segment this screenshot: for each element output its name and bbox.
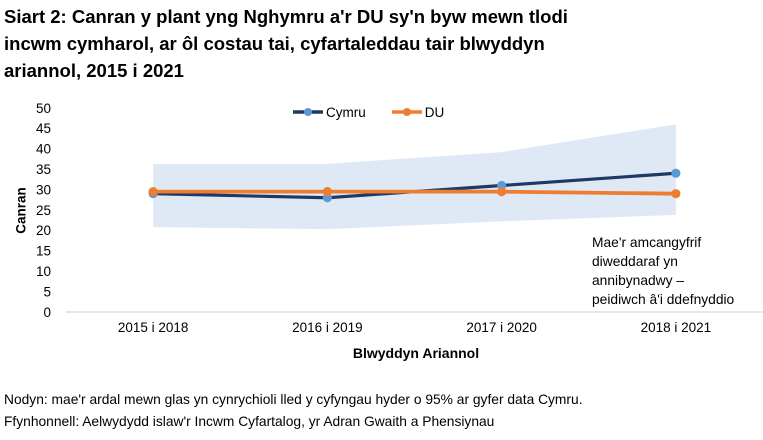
- y-tick-label: 5: [43, 284, 51, 299]
- y-tick-label: 40: [36, 142, 51, 157]
- annotation-line: annibynadwy –: [592, 273, 685, 288]
- x-tick-label: 2017 i 2020: [466, 320, 537, 335]
- annotation-line: peidiwch â'i ddefnyddio: [592, 292, 735, 307]
- confidence-band: [153, 124, 676, 230]
- y-tick-label: 0: [43, 305, 51, 320]
- y-tick-label: 50: [36, 101, 51, 116]
- legend-item-du: DU: [391, 104, 445, 120]
- legend-label: DU: [424, 104, 445, 120]
- x-tick-label: 2016 i 2019: [292, 320, 363, 335]
- series-line-du: [153, 189, 676, 196]
- x-tick-label: 2018 i 2021: [641, 320, 712, 335]
- note-text: Nodyn: mae'r ardal mewn glas yn cynrychi…: [4, 392, 583, 407]
- x-axis-title: Blwyddyn Ariannol: [352, 345, 480, 361]
- x-tick-label: 2015 i 2018: [118, 320, 189, 335]
- data-point-du: [322, 187, 332, 197]
- y-tick-label: 15: [36, 244, 51, 259]
- y-tick-label: 25: [36, 203, 51, 218]
- y-axis-title: Canran: [13, 187, 29, 234]
- chart-title-line: Siart 2: Canran y plant yng Nghymru a'r …: [4, 6, 568, 27]
- data-point-du: [497, 187, 507, 197]
- chart-title: Siart 2: Canran y plant yng Nghymru a'r …: [4, 3, 724, 84]
- y-tick-label: 10: [36, 264, 51, 279]
- legend-label: Cymru: [326, 104, 366, 120]
- legend: Cymru DU: [293, 103, 444, 121]
- data-point-cymru: [671, 168, 681, 178]
- footer-notes: Nodyn: mae'r ardal mewn glas yn cynrychi…: [4, 389, 759, 433]
- chart-title-line: incwm cymharol, ar ôl costau tai, cyfart…: [4, 33, 545, 54]
- y-tick-label: 45: [36, 121, 51, 136]
- data-point-du: [148, 187, 158, 197]
- y-tick-label: 20: [36, 223, 51, 238]
- legend-swatch-icon: [293, 108, 323, 116]
- data-point-du: [671, 189, 681, 199]
- source-text: Ffynhonnell: Aelwydydd islaw'r Incwm Cyf…: [4, 414, 495, 429]
- annotation-line: diweddaraf yn: [592, 254, 678, 269]
- y-tick-label: 35: [36, 162, 51, 177]
- legend-swatch-icon: [391, 108, 422, 116]
- annotation-line: Mae'r amcangyfrif: [592, 235, 702, 250]
- y-tick-label: 30: [36, 182, 51, 197]
- chart-title-line: ariannol, 2015 i 2021: [4, 60, 184, 81]
- unreliable-estimate-annotation: Mae'r amcangyfrif diweddaraf yn annibyna…: [592, 233, 762, 309]
- legend-item-cymru: Cymru: [293, 105, 366, 120]
